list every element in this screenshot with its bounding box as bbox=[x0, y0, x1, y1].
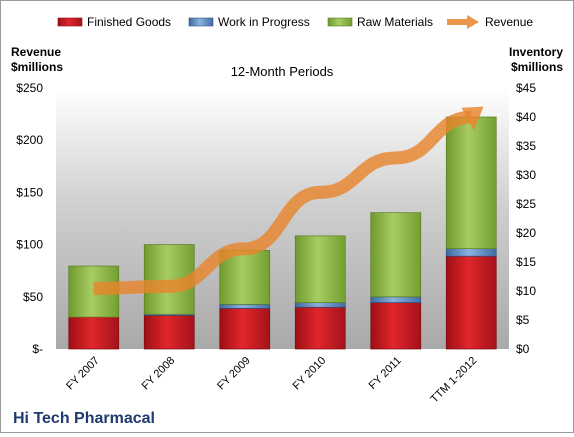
left-tick-label-0: $- bbox=[32, 342, 43, 356]
legend: Finished Goods Work in Progress Raw Mate… bbox=[58, 15, 533, 29]
right-tick-label-9: $45 bbox=[516, 81, 536, 95]
legend-item-revenue[interactable]: Revenue bbox=[447, 15, 533, 29]
bar-finished-goods-ttm-1-2012[interactable] bbox=[446, 256, 496, 349]
right-axis-title-line1: Inventory bbox=[509, 45, 563, 59]
bar-work-in-progress-fy-2009[interactable] bbox=[220, 304, 270, 308]
legend-label-finished-goods: Finished Goods bbox=[87, 15, 171, 29]
right-tick-label-8: $40 bbox=[516, 110, 536, 124]
bar-raw-materials-fy-2010[interactable] bbox=[295, 236, 345, 303]
legend-item-finished-goods[interactable]: Finished Goods bbox=[58, 15, 171, 29]
bar-finished-goods-fy-2007[interactable] bbox=[69, 317, 119, 349]
x-axis: FY 2007 FY 2008 FY 2009 FY 2010 FY 2011 TTM 1… bbox=[64, 355, 479, 406]
bar-work-in-progress-fy-2011[interactable] bbox=[371, 297, 421, 303]
legend-swatch-raw-materials bbox=[328, 18, 352, 26]
x-tick-label-fy-2007: FY 2007 bbox=[64, 355, 102, 393]
x-tick-label-fy-2011: FY 2011 bbox=[367, 355, 404, 392]
bar-finished-goods-fy-2009[interactable] bbox=[220, 308, 270, 349]
bar-finished-goods-fy-2010[interactable] bbox=[295, 307, 345, 349]
left-tick-label-5: $250 bbox=[16, 81, 43, 95]
x-tick-label-fy-2008: FY 2008 bbox=[140, 355, 178, 393]
chart-title: 12-Month Periods bbox=[231, 64, 334, 79]
right-axis: $0 $5 $10 $15 $20 $25 $30 $35 $40 $45 bbox=[516, 81, 536, 356]
bar-raw-materials-fy-2011[interactable] bbox=[371, 213, 421, 297]
left-tick-label-4: $200 bbox=[16, 133, 43, 147]
x-tick-label-ttm-1-2012: TTM 1-2012 bbox=[429, 355, 480, 406]
legend-item-raw-materials[interactable]: Raw Materials bbox=[328, 15, 433, 29]
right-tick-label-0: $0 bbox=[516, 342, 530, 356]
right-tick-label-6: $30 bbox=[516, 168, 536, 182]
company-label: Hi Tech Pharmacal bbox=[13, 410, 155, 427]
left-tick-label-3: $150 bbox=[16, 185, 43, 199]
legend-item-work-in-progress[interactable]: Work in Progress bbox=[189, 15, 310, 29]
legend-label-revenue: Revenue bbox=[485, 15, 533, 29]
bar-finished-goods-fy-2008[interactable] bbox=[144, 315, 194, 349]
legend-swatch-finished-goods bbox=[58, 18, 82, 26]
right-tick-label-1: $5 bbox=[516, 313, 530, 327]
right-tick-label-7: $35 bbox=[516, 139, 536, 153]
legend-arrow-revenue bbox=[467, 15, 479, 29]
bar-work-in-progress-ttm-1-2012[interactable] bbox=[446, 249, 496, 257]
bar-raw-materials-ttm-1-2012[interactable] bbox=[446, 117, 496, 249]
left-axis: $- $50 $100 $150 $200 $250 bbox=[16, 81, 43, 356]
left-tick-label-1: $50 bbox=[23, 290, 43, 304]
right-tick-label-3: $15 bbox=[516, 255, 536, 269]
bar-finished-goods-fy-2011[interactable] bbox=[371, 303, 421, 349]
left-axis-title-line1: Revenue bbox=[11, 45, 61, 59]
right-tick-label-4: $20 bbox=[516, 226, 536, 240]
left-tick-label-2: $100 bbox=[16, 238, 43, 252]
bar-work-in-progress-fy-2010[interactable] bbox=[295, 303, 345, 308]
legend-label-raw-materials: Raw Materials bbox=[357, 15, 433, 29]
legend-swatch-work-in-progress bbox=[189, 18, 213, 26]
x-tick-label-fy-2009: FY 2009 bbox=[215, 355, 253, 393]
x-tick-label-fy-2010: FY 2010 bbox=[291, 355, 329, 393]
right-axis-title-line2: $millions bbox=[511, 60, 563, 74]
left-axis-title-line2: $millions bbox=[11, 60, 63, 74]
right-tick-label-2: $10 bbox=[516, 284, 536, 298]
legend-label-work-in-progress: Work in Progress bbox=[218, 15, 310, 29]
right-tick-label-5: $25 bbox=[516, 197, 536, 211]
